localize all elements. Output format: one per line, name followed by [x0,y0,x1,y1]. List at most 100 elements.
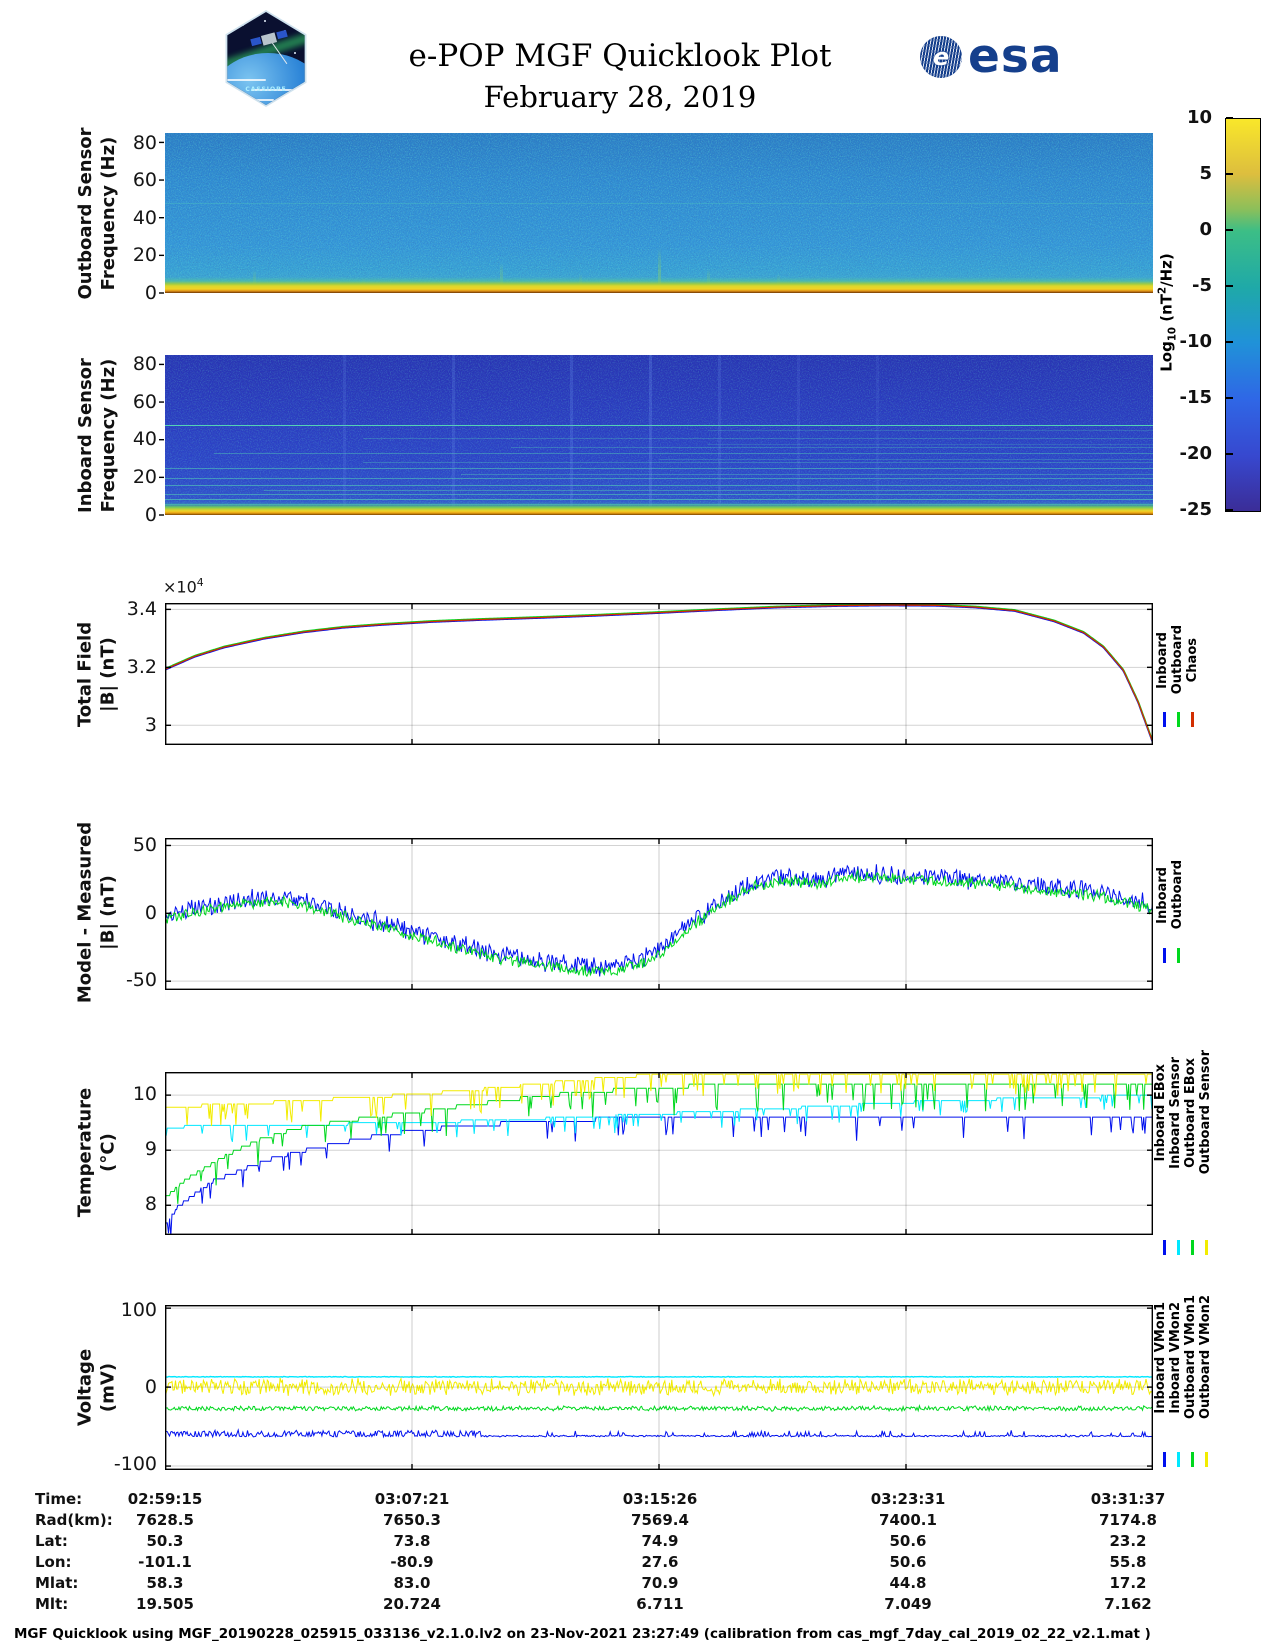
info-row-label: Mlt: [35,1595,69,1613]
info-cell: 50.3 [146,1532,184,1550]
ytick: 3.4 [126,598,157,620]
spectral-streak [452,355,455,515]
info-cell: 70.9 [641,1574,679,1592]
ytick: -100 [113,1453,157,1475]
ytick: 40 [132,207,157,229]
info-cell: 02:59:15 [127,1490,203,1508]
info-cell: 7400.1 [879,1511,937,1529]
series-inboard-vmon1 [165,1428,1153,1439]
spectral-streak [876,355,879,515]
info-cell: 50.6 [889,1532,927,1550]
ytick: -50 [125,969,157,991]
colorbar-tick-mark [1226,397,1233,399]
solar-panel [250,36,262,47]
total_field-plot [165,603,1153,745]
interference-line [263,489,1153,491]
interference-line [362,462,1153,464]
spectrogram-noise [165,355,1153,515]
info-cell: 50.6 [889,1553,927,1571]
interference-line [165,424,1153,427]
info-cell: -80.9 [390,1553,434,1571]
info-cell: 7.162 [1104,1595,1152,1613]
info-cell: 58.3 [146,1574,184,1592]
esa-logo: e esa [920,33,1063,80]
info-cell: 19.505 [136,1595,194,1613]
ytick: 0 [144,282,157,304]
low-freq-band [165,271,1153,293]
info-row-label: Rad(km): [35,1511,113,1529]
info-cell: 20.724 [383,1595,441,1613]
colorbar-tick: 0 [1199,219,1212,240]
legend-sample [1163,1240,1166,1255]
legend-sample [1191,712,1194,727]
series-chaos [165,604,1153,743]
spectral-streak [343,355,346,515]
cloud-streak [251,89,301,91]
legend-sample [1177,1452,1180,1467]
legend-sample [1177,1240,1180,1255]
info-cell: 74.9 [641,1532,679,1550]
interference-line [165,202,1153,204]
colorbar-tick: -5 [1192,275,1212,296]
ytick: 80 [132,132,157,154]
footer-provenance-text: MGF Quicklook using MGF_20190228_025915_… [14,1626,1151,1642]
colorbar-tick: -10 [1179,331,1212,352]
table-row: Mlt: 19.505 20.724 6.711 7.049 7.162 [0,1595,1275,1615]
table-row: Mlat: 58.3 83.0 70.9 44.8 17.2 [0,1574,1275,1594]
voltage-legend: Inboard VMon1 Inboard VMon2 Outboard VMo… [1153,1295,1214,1420]
info-cell: 7.049 [884,1595,932,1613]
info-cell: 83.0 [393,1574,431,1592]
series-inboard [165,864,1153,977]
legend-sample [1205,1240,1208,1255]
colorbar-tick-mark [1226,453,1233,455]
colorbar-label: Log10 (nT2/Hz) [1157,253,1179,372]
interference-line [165,484,1153,487]
legend-sample [1205,1452,1208,1467]
ytick: 50 [132,834,157,856]
info-cell: -101.1 [138,1553,192,1571]
info-cell: 27.6 [641,1553,679,1571]
ytick: 10 [132,1083,157,1105]
colorbar-tick-mark [1226,229,1233,231]
temperature-plot [165,1072,1153,1235]
page-date: February 28, 2019 [483,80,757,114]
colorbar-tick: -25 [1179,499,1212,520]
ytick: 0 [144,902,157,924]
ytick: 100 [120,1299,157,1321]
info-cell: 7650.3 [383,1511,441,1529]
colorbar-tick-mark [1226,341,1233,343]
ytick: 20 [132,466,157,488]
legend-sample [1163,712,1166,727]
star-icon [264,20,266,22]
interference-line [708,430,1153,432]
interference-line [461,473,1153,475]
inboard_spectrogram-ticks [159,363,164,516]
low-freq-band [165,499,1153,515]
info-row-label: Lon: [35,1553,72,1571]
ytick: 60 [132,169,157,191]
info-cell: 03:15:26 [622,1490,698,1508]
voltage-plot [165,1305,1153,1470]
table-row: Lat: 50.3 73.8 74.9 50.6 23.2 [0,1532,1275,1552]
colorbar-tick-mark [1226,117,1233,119]
info-cell: 23.2 [1109,1532,1147,1550]
info-cell: 03:23:31 [870,1490,946,1508]
info-cell: 7569.4 [631,1511,689,1529]
legend-sample [1163,948,1166,963]
table-row: Lon: -101.1 -80.9 27.6 50.6 55.8 [0,1553,1275,1573]
spectral-streak [649,355,652,515]
legend-sample [1177,712,1180,727]
colorbar-tick: 10 [1186,107,1212,128]
outboard_spectrogram-ticks [159,141,164,294]
page-title: e-POP MGF Quicklook Plot [408,38,832,74]
interference-line [362,437,1153,439]
table-row: Rad(km): 7628.5 7650.3 7569.4 7400.1 717… [0,1511,1275,1531]
ytick: 8 [144,1193,157,1215]
inboard-spectrogram [165,355,1153,515]
info-cell: 6.711 [636,1595,684,1613]
colorbar-tick: -20 [1179,443,1212,464]
ytick: 20 [132,244,157,266]
ytick: 60 [132,391,157,413]
colorbar-tick-mark [1226,173,1233,175]
